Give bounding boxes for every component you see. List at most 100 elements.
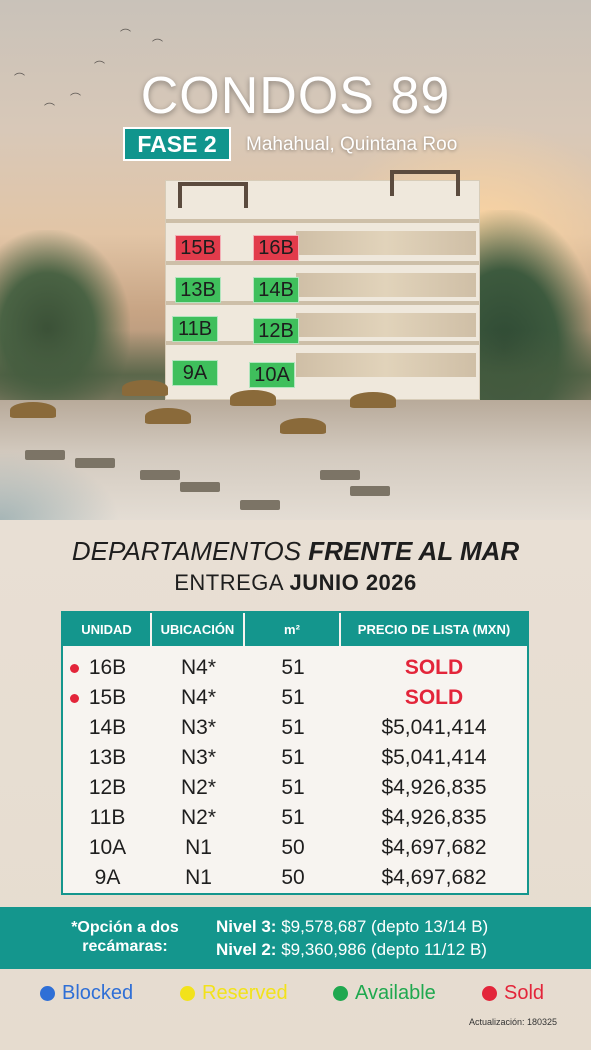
option-label: *Opción a dos recámaras: xyxy=(55,918,195,956)
beach-lounger xyxy=(240,500,280,510)
cell-price: $5,041,414 xyxy=(381,746,487,769)
cell-location: N2* xyxy=(180,776,217,799)
table-row: 12B N2* 51 $4,926,835 xyxy=(63,773,527,803)
beach-umbrella xyxy=(122,380,168,396)
unit-tag-11b: 11B xyxy=(172,316,218,342)
cell-location: N2* xyxy=(180,806,217,829)
cell-m2: 51 xyxy=(281,806,305,829)
delivery-date: ENTREGA JUNIO 2026 xyxy=(0,570,591,596)
cell-location: N4* xyxy=(180,686,217,709)
page-title: CONDOS 89 xyxy=(140,67,451,125)
beach-lounger xyxy=(350,486,390,496)
available-dot-icon xyxy=(333,985,348,1001)
cell-m2: 51 xyxy=(281,776,305,799)
option-label-line2: recámaras: xyxy=(82,938,168,955)
cell-location: N3* xyxy=(180,716,217,739)
beach-umbrella xyxy=(10,402,56,418)
unit-tag-15b: 15B xyxy=(175,235,221,261)
level3-value: $9,578,687 (depto 13/14 B) xyxy=(276,917,489,936)
legend-sold: Sold xyxy=(482,982,544,1005)
cell-price: $5,041,414 xyxy=(381,716,487,739)
unit-tag-12b: 12B xyxy=(253,318,299,344)
cell-price: SOLD xyxy=(404,656,464,679)
table-row: 9A N1 50 $4,697,682 xyxy=(63,863,527,893)
table-row: 11B N2* 51 $4,926,835 xyxy=(63,803,527,833)
balcony-row xyxy=(296,231,476,255)
cell-unit: 11B xyxy=(89,806,126,829)
beach-lounger xyxy=(180,482,220,492)
option-level3: Nivel 3: $9,578,687 (depto 13/14 B) xyxy=(216,915,488,938)
cell-location: N3* xyxy=(180,746,217,769)
bird-icon: ⌒ xyxy=(14,72,25,85)
bird-icon: ⌒ xyxy=(94,60,105,73)
cell-m2: 51 xyxy=(281,716,305,739)
cell-location: N4* xyxy=(180,656,217,679)
delivery-value: JUNIO 2026 xyxy=(289,570,417,595)
option-level2: Nivel 2: $9,360,986 (depto 11/12 B) xyxy=(216,938,488,961)
cell-m2: 50 xyxy=(281,836,305,859)
legend-label: Blocked xyxy=(62,981,134,1004)
balcony-row xyxy=(296,313,476,337)
cell-price: $4,926,835 xyxy=(381,776,487,799)
unit-tag-14b: 14B xyxy=(253,277,299,303)
col-header-m2: m² xyxy=(245,613,341,646)
rooftop-pergola xyxy=(178,182,248,208)
sold-dot-icon xyxy=(482,985,497,1001)
table-row: 13B N3* 51 $5,041,414 xyxy=(63,743,527,773)
headline-part1: DEPARTAMENTOS xyxy=(71,536,309,566)
cell-price: $4,697,682 xyxy=(381,866,487,889)
bird-icon: ⌒ xyxy=(44,102,55,115)
balcony-row xyxy=(296,353,476,377)
cell-m2: 51 xyxy=(281,686,305,709)
cell-location: N1 xyxy=(185,836,212,859)
option-label-line1: *Opción a dos xyxy=(71,919,179,936)
beach-lounger xyxy=(140,470,180,480)
floor-line xyxy=(166,261,479,265)
floor-line xyxy=(166,219,479,223)
headline: DEPARTAMENTOS FRENTE AL MAR xyxy=(0,536,591,567)
beach-umbrella xyxy=(280,418,326,434)
delivery-prefix: ENTREGA xyxy=(174,570,290,595)
unit-value: 16B xyxy=(88,656,127,679)
col-header-price: PRECIO DE LISTA (MXN) xyxy=(341,613,527,646)
phase-badge: FASE 2 xyxy=(123,127,231,161)
beach-umbrella xyxy=(145,408,191,424)
beach-umbrella xyxy=(350,392,396,408)
unit-tag-16b: 16B xyxy=(253,235,299,261)
location-label: Mahahual, Quintana Roo xyxy=(246,134,458,155)
bird-icon: ⌒ xyxy=(70,92,81,105)
beach-lounger xyxy=(25,450,65,460)
cell-m2: 50 xyxy=(281,866,305,889)
beach-lounger xyxy=(75,458,115,468)
legend-blocked: Blocked xyxy=(40,982,133,1005)
cell-unit: 13B xyxy=(88,746,127,769)
cell-price: $4,697,682 xyxy=(381,836,487,859)
headline-part2: FRENTE AL MAR xyxy=(308,536,520,566)
cell-m2: 51 xyxy=(281,656,305,679)
level2-value: $9,360,986 (depto 11/12 B) xyxy=(276,940,487,959)
legend-label: Sold xyxy=(504,981,545,1004)
update-note: Actualización: 180325 xyxy=(468,1017,557,1027)
cell-unit: 16B xyxy=(63,653,152,683)
cell-unit: 10A xyxy=(88,836,127,859)
table-row: 14B N3* 51 $5,041,414 xyxy=(63,713,527,743)
bird-icon: ⌒ xyxy=(120,28,131,41)
reserved-dot-icon xyxy=(180,985,195,1001)
level3-label: Nivel 3: xyxy=(216,917,277,936)
sold-dot-icon xyxy=(70,694,79,703)
floor-line xyxy=(166,301,479,305)
table-row: 10A N1 50 $4,697,682 xyxy=(63,833,527,863)
sold-dot-icon xyxy=(70,664,79,673)
col-header-location: UBICACIÓN xyxy=(152,613,245,646)
cell-price: $4,926,835 xyxy=(381,806,487,829)
price-table: UNIDAD UBICACIÓN m² PRECIO DE LISTA (MXN… xyxy=(61,611,529,895)
legend-label: Available xyxy=(355,981,436,1004)
table-row: 16B N4* 51 SOLD xyxy=(63,653,527,683)
cell-unit: 12B xyxy=(88,776,127,799)
level2-label: Nivel 2: xyxy=(216,940,277,959)
status-legend: Blocked Reserved Available Sold xyxy=(0,980,591,1006)
blocked-dot-icon xyxy=(40,985,55,1001)
hero-image: ⌒ ⌒ ⌒ ⌒ ⌒ ⌒ xyxy=(0,0,591,520)
unit-tag-9a: 9A xyxy=(172,360,218,386)
beach-umbrella xyxy=(230,390,276,406)
